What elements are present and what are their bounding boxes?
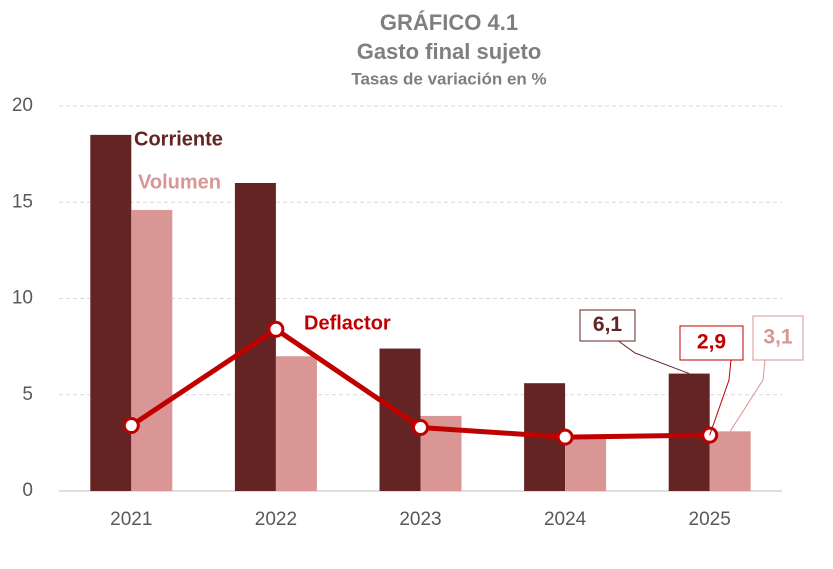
callout-box: [752, 315, 804, 361]
bar: [709, 431, 751, 491]
line-point: [412, 418, 429, 436]
line-point: [556, 428, 574, 446]
data-label: 3,1: [763, 326, 793, 349]
chart-title: GRÁFICO 4.1: [380, 10, 518, 35]
series-label: Deflactor: [304, 312, 391, 334]
bar: [379, 348, 421, 491]
y-tick-label: 20: [12, 95, 33, 116]
callout-box: [679, 325, 744, 361]
y-tick-label: 15: [12, 191, 33, 212]
callout-leader: [729, 359, 766, 432]
x-tick-label: 2025: [689, 509, 731, 530]
line-point: [122, 417, 140, 435]
chart-subtitle: Gasto final sujeto: [357, 39, 542, 64]
bar: [234, 183, 276, 491]
x-tick-label: 2021: [110, 509, 152, 530]
x-tick-label: 2022: [255, 509, 297, 530]
y-tick-label: 0: [22, 480, 33, 501]
data-label: 6,1: [593, 313, 623, 336]
bar: [131, 209, 173, 491]
x-tick-label: 2024: [544, 509, 587, 530]
line-point: [267, 320, 285, 338]
callout-leader: [618, 340, 690, 375]
callout-box: [579, 309, 636, 342]
series-label: Volumen: [138, 171, 221, 193]
units-label: Tasas de variación en %: [351, 69, 546, 88]
bar: [90, 134, 132, 491]
data-label: 2,9: [697, 331, 726, 354]
bar: [275, 356, 317, 491]
y-tick-label: 5: [22, 384, 33, 405]
x-tick-label: 2023: [399, 509, 441, 530]
y-tick-label: 10: [12, 288, 33, 309]
callout-leader: [709, 359, 732, 436]
series-label: Corriente: [134, 128, 223, 150]
bar: [565, 437, 607, 491]
